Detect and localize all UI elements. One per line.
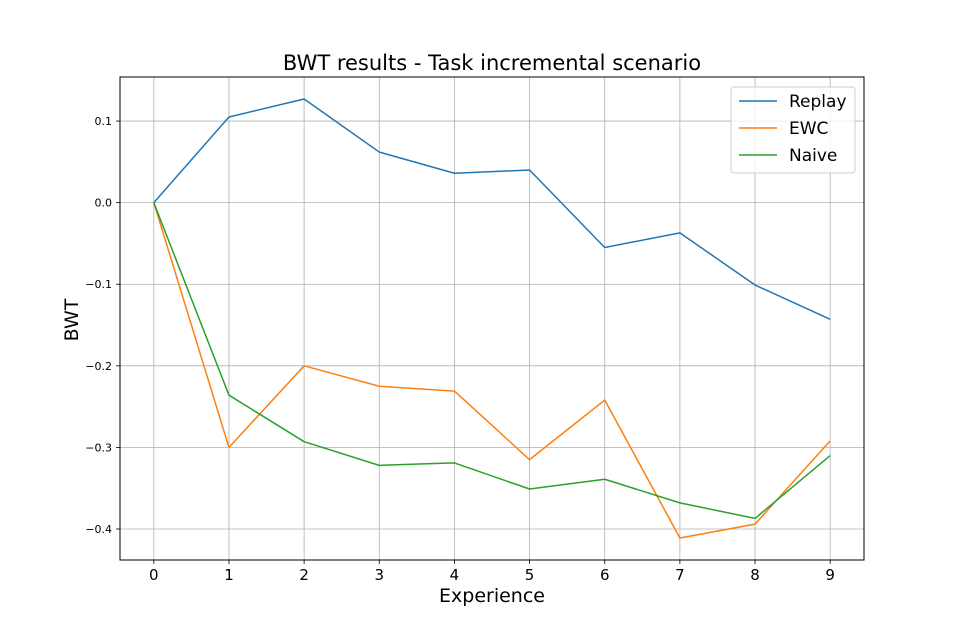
legend-label-replay: Replay [789, 92, 847, 112]
y-tick-label: −0.4 [85, 523, 112, 536]
plot-frame [119, 76, 865, 561]
series-layer [153, 98, 831, 539]
y-tick-label: 0.0 [95, 197, 113, 210]
x-axis: 0 1 2 3 4 5 6 7 8 9 [149, 560, 835, 584]
legend-box [730, 86, 856, 174]
x-tick-label: 8 [750, 566, 760, 584]
y-tick-label: −0.3 [85, 441, 112, 454]
series-line-ewc [153, 202, 831, 539]
legend-label-ewc: EWC [789, 119, 828, 139]
x-tick-label: 5 [525, 566, 535, 584]
series-line-naive [153, 202, 831, 520]
y-axis-title: BWT [61, 298, 83, 341]
x-tick-label: 0 [149, 566, 159, 584]
x-tick-label: 4 [450, 566, 460, 584]
y-axis: 0.1 0.0 −0.1 −0.2 −0.3 −0.4 [85, 115, 120, 536]
y-tick-label: −0.2 [85, 360, 112, 373]
x-axis-title: Experience [439, 585, 545, 607]
grid [120, 77, 864, 560]
x-tick-label: 2 [299, 566, 309, 584]
series-line-replay [153, 98, 831, 321]
x-tick-label: 1 [224, 566, 234, 584]
x-tick-label: 7 [675, 566, 685, 584]
legend: Replay EWC Naive [730, 86, 856, 174]
chart-title: BWT results - Task incremental scenario [283, 51, 701, 75]
x-tick-label: 3 [374, 566, 384, 584]
x-tick-label: 9 [825, 566, 835, 584]
x-tick-label: 6 [600, 566, 610, 584]
y-tick-label: −0.1 [85, 278, 112, 291]
y-tick-label: 0.1 [95, 115, 113, 128]
legend-label-naive: Naive [789, 146, 837, 166]
